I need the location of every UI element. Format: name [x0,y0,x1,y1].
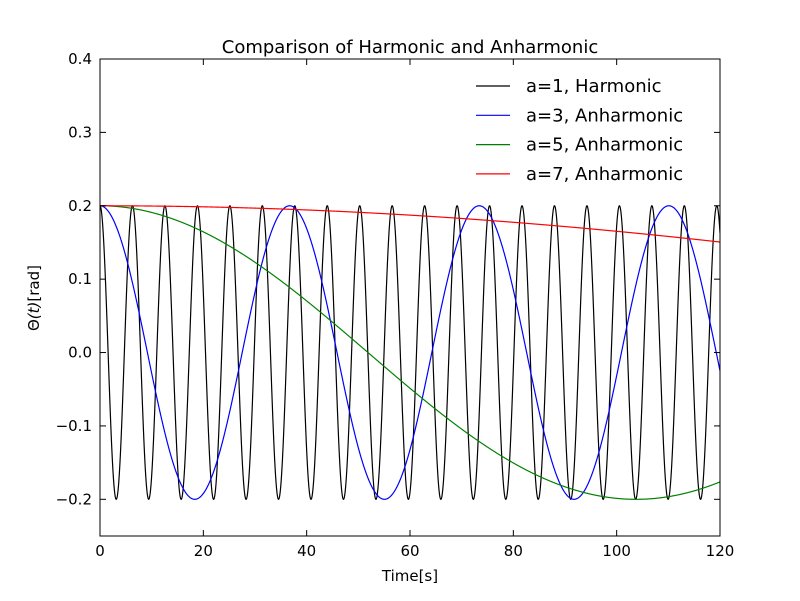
x-tick-label: 80 [504,542,523,560]
y-axis-label-arg: (t) [25,302,43,320]
legend-label-2: a=3, Anharmonic [526,105,683,126]
y-tick-label: 0.4 [68,50,92,68]
y-tick-label: 0.1 [68,270,92,288]
legend: a=1, Harmonic a=3, Anharmonic a=5, Anharmo… [476,76,683,185]
series-line-2 [100,205,720,500]
series-line-1 [100,205,720,501]
axis-ticks: 0 20 40 60 80 100 120 −0.2 −0.1 0.0 0.1 0.2 0.3 0.4 [56,50,735,560]
y-axis-label-symbol: Θ [25,319,43,331]
y-axis-label-unit: [rad] [25,265,43,302]
legend-label-4: a=7, Anharmonic [526,164,683,185]
y-tick-label: 0.3 [68,123,92,141]
y-tick-label: 0.0 [68,344,92,362]
x-tick-label: 0 [95,542,105,560]
x-tick-label: 60 [400,542,419,560]
plot-area [100,205,720,501]
y-tick-label: −0.2 [56,490,92,508]
y-axis-label: Θ(t)[rad] [25,265,43,331]
legend-label-3: a=5, Anharmonic [526,135,683,156]
x-tick-label: 120 [706,542,735,560]
x-axis-label: Time[s] [381,567,438,585]
series-line-3 [100,205,720,500]
legend-label-1: a=1, Harmonic [526,76,662,97]
x-tick-label: 100 [602,542,631,560]
x-tick-label: 40 [297,542,316,560]
x-tick-label: 20 [194,542,213,560]
y-tick-label: 0.2 [68,197,92,215]
chart-title: Comparison of Harmonic and Anharmonic [222,37,598,58]
series-line-4 [100,205,720,243]
y-tick-label: −0.1 [56,417,92,435]
